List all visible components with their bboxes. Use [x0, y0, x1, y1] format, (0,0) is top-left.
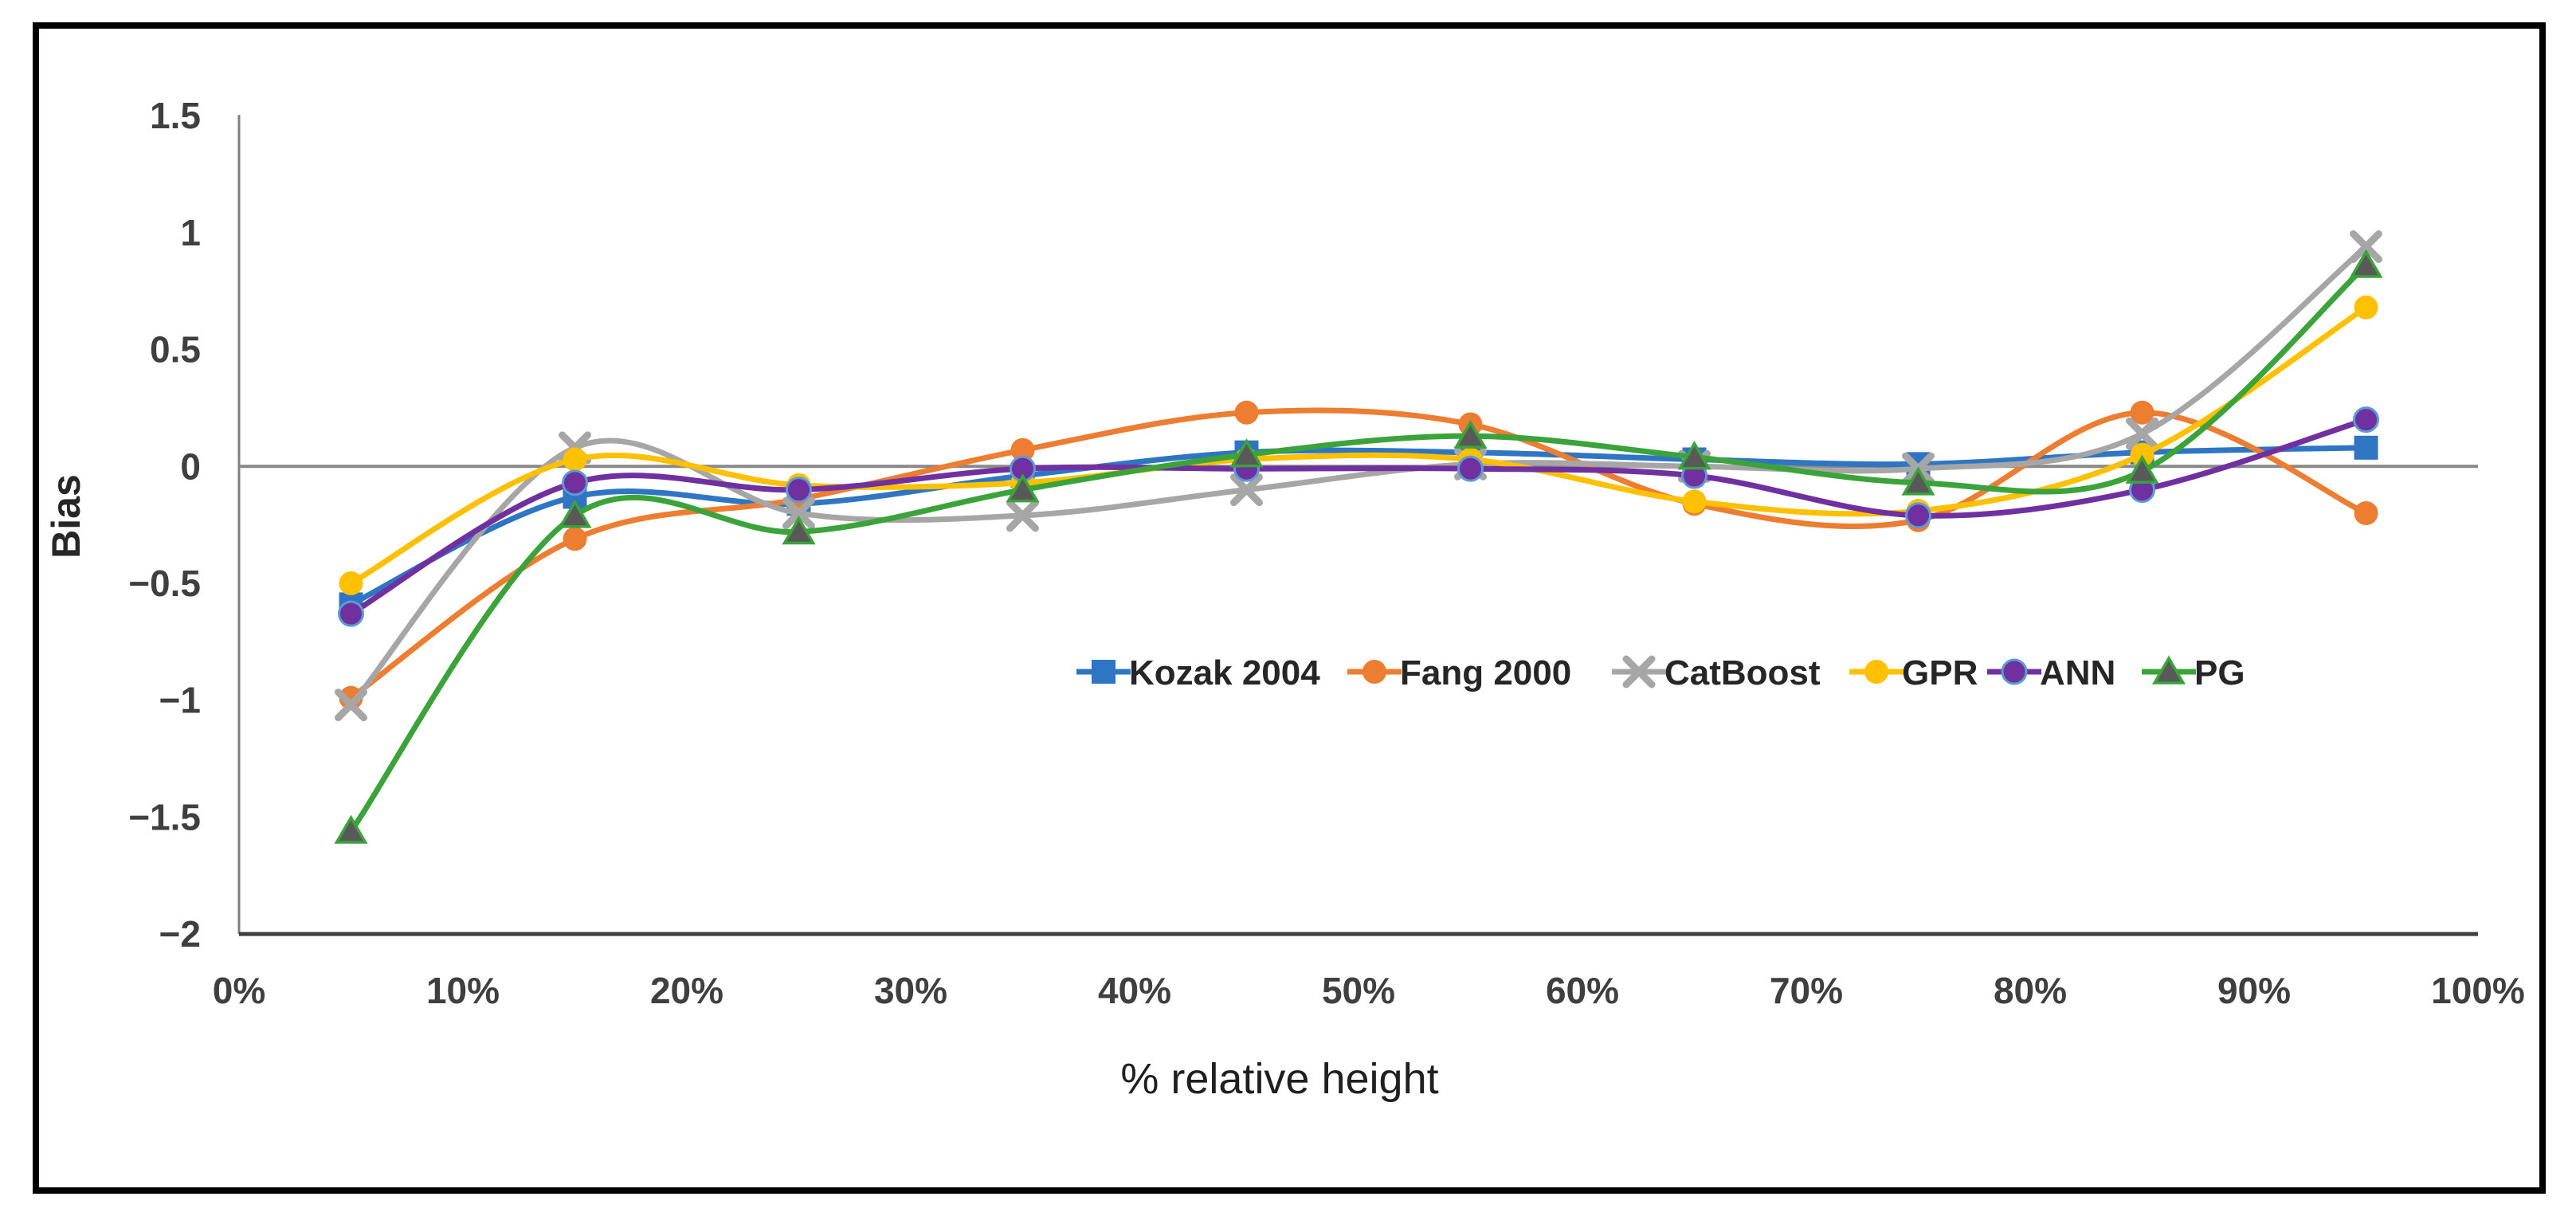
- marker-fang-2000-pt-95: [2354, 500, 2378, 525]
- series-line-pg: [348, 262, 2369, 834]
- series-layer: [334, 229, 2383, 844]
- marker-pg-pt-75: [1901, 466, 1935, 496]
- marker-kozak-2004-legend: [1092, 660, 1115, 684]
- x-tick-label: 100%: [2431, 970, 2525, 1011]
- marker-catboost-pt-95: [2350, 229, 2382, 263]
- legend-label-kozak-2004: Kozak 2004: [1129, 653, 1320, 692]
- series-ann: [338, 406, 2379, 627]
- marker-catboost-pt-35: [1006, 499, 1039, 532]
- legend-label-fang-2000: Fang 2000: [1400, 653, 1571, 692]
- x-tick-label: 40%: [1098, 970, 1171, 1011]
- marker-pg-pt-55: [1453, 419, 1488, 449]
- y-tick-label: −1: [159, 680, 201, 721]
- legend-label-catboost: CatBoost: [1664, 653, 1821, 692]
- y-tick-label: 0.5: [150, 329, 201, 371]
- legend-item-catboost: CatBoost: [1612, 653, 1821, 692]
- marker-pg-pt-5: [334, 814, 368, 844]
- legend-item-fang-2000: Fang 2000: [1347, 653, 1571, 692]
- marker-fang-2000-pt-35: [1010, 437, 1035, 462]
- legend-item-pg: PG: [2142, 653, 2245, 692]
- labels-layer: Bias % relative height: [44, 474, 1439, 1103]
- marker-catboost-pt-85: [2126, 417, 2158, 450]
- series-kozak-2004: [339, 435, 2378, 617]
- marker-pg-legend: [2151, 655, 2186, 685]
- x-tick-label: 20%: [650, 970, 723, 1011]
- marker-ann-pt-25: [786, 477, 812, 504]
- legend-label-ann: ANN: [2040, 653, 2115, 692]
- marker-catboost-pt-45: [1230, 473, 1263, 507]
- figure-border: [33, 22, 2546, 1194]
- marker-catboost-pt-25: [782, 496, 815, 530]
- legend-item-gpr: GPR: [1849, 653, 1978, 692]
- marker-gpr-legend: [1864, 660, 1888, 684]
- y-tick-label: −0.5: [128, 563, 201, 604]
- marker-fang-2000-pt-85: [2130, 400, 2155, 425]
- marker-fang-2000-legend: [1362, 660, 1386, 684]
- y-tick-label: 0: [180, 445, 201, 487]
- x-tick-label: 70%: [1770, 970, 1843, 1011]
- y-tick-label: −1.5: [128, 796, 201, 838]
- x-tick-label: 80%: [1994, 970, 2067, 1011]
- legend-label-gpr: GPR: [1902, 653, 1978, 692]
- marker-gpr-pt-85: [2130, 442, 2155, 467]
- marker-gpr-pt-95: [2354, 295, 2378, 320]
- marker-ann-pt-15: [562, 469, 588, 496]
- legend-label-pg: PG: [2194, 653, 2245, 692]
- legend-item-kozak-2004: Kozak 2004: [1076, 653, 1320, 692]
- marker-ann-legend: [2001, 658, 2028, 685]
- marker-gpr-pt-5: [339, 571, 363, 596]
- marker-catboost-pt-5: [335, 688, 367, 722]
- series-line-ann: [348, 417, 2369, 617]
- series-pg: [334, 249, 2383, 844]
- marker-pg-pt-85: [2125, 454, 2159, 484]
- x-tick-label: 50%: [1322, 970, 1395, 1011]
- legend-item-ann: ANN: [1987, 653, 2115, 692]
- marker-ann-pt-75: [1905, 502, 1931, 529]
- series-line-fang-2000: [348, 407, 2369, 701]
- x-axis-title: % relative height: [1120, 1055, 1438, 1103]
- x-tick-label: 30%: [874, 970, 947, 1011]
- y-tick-label: 1.5: [150, 95, 201, 136]
- series-line-gpr: [348, 304, 2369, 586]
- marker-catboost-legend: [1622, 655, 1656, 688]
- marker-fang-2000-pt-15: [563, 527, 587, 551]
- marker-gpr-pt-15: [563, 447, 587, 472]
- marker-pg-pt-25: [782, 515, 816, 545]
- series-line-kozak-2004: [348, 445, 2369, 607]
- legend-layer: Kozak 2004 Fang 2000 CatBoost GPR ANN PG: [1076, 653, 2245, 692]
- marker-ann-pt-55: [1457, 455, 1484, 482]
- marker-gpr-pt-65: [1682, 489, 1707, 514]
- marker-ann-pt-95: [2353, 406, 2379, 433]
- x-tick-label: 10%: [426, 970, 500, 1011]
- marker-pg-pt-65: [1677, 441, 1711, 470]
- x-tick-label: 90%: [2217, 970, 2291, 1011]
- marker-ann-pt-5: [338, 600, 364, 627]
- x-tick-label: 60%: [1546, 970, 1619, 1011]
- y-tick-label: 1: [180, 212, 201, 253]
- marker-pg-pt-45: [1229, 438, 1264, 468]
- marker-pg-pt-15: [558, 499, 592, 528]
- marker-kozak-2004-pt-95: [2354, 435, 2378, 460]
- y-axis-title: Bias: [44, 474, 88, 559]
- marker-pg-pt-95: [2349, 249, 2383, 278]
- axes-layer: 1.5 1 0.5 0 −0.5 −1 −1.5 −2 0% 10% 20% 30% 40% 50% 60%…: [128, 95, 2525, 1011]
- y-tick-label: −2: [159, 913, 201, 955]
- x-tick-label: 0%: [213, 970, 265, 1011]
- series-line-catboost: [348, 244, 2369, 708]
- marker-fang-2000-pt-45: [1234, 400, 1259, 425]
- marker-pg-pt-35: [1006, 473, 1040, 503]
